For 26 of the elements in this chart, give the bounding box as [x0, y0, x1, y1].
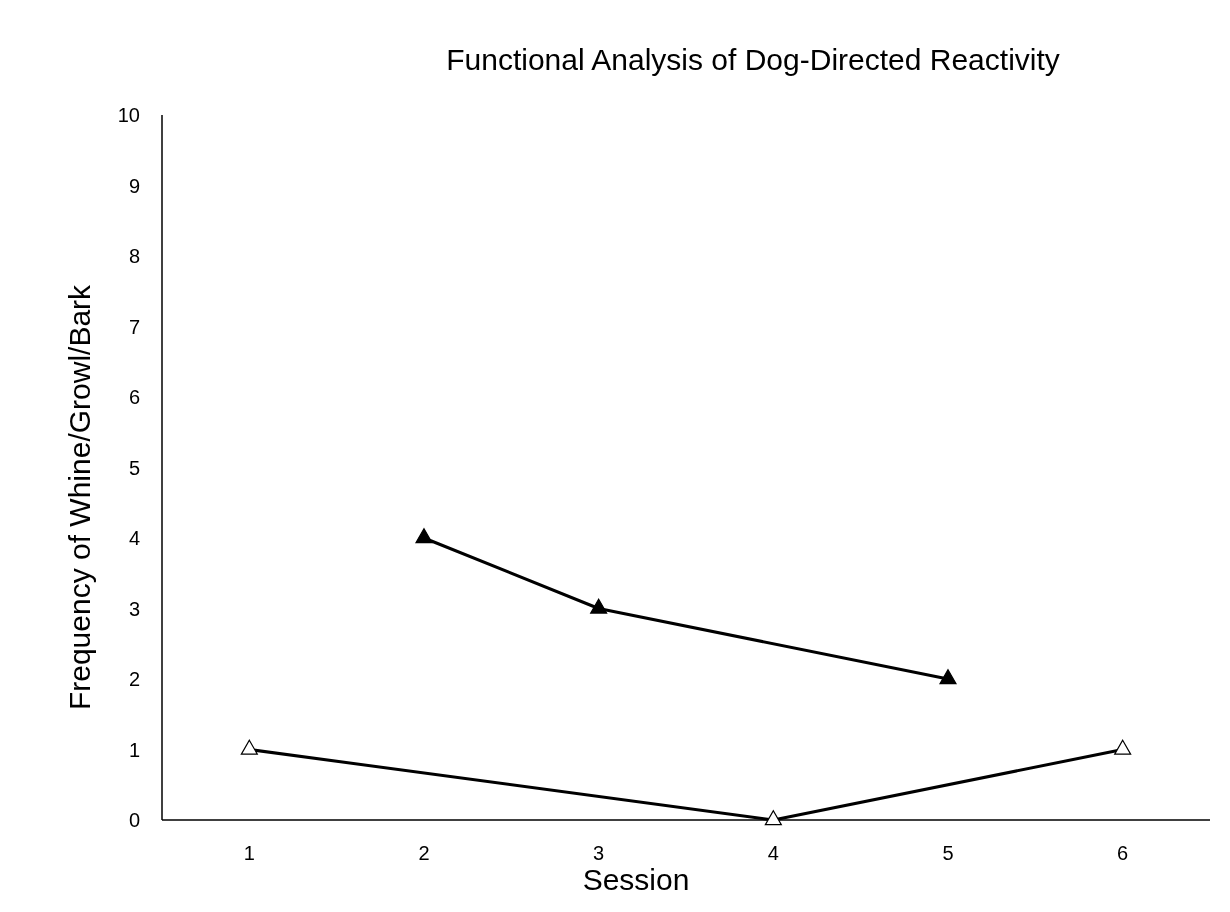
y-tick-label: 2	[128, 668, 140, 690]
point	[1114, 739, 1132, 755]
x-tick-label: 5	[942, 842, 954, 864]
y-tick-label: 7	[128, 315, 140, 338]
y-tick-label: 5	[128, 456, 140, 479]
y-tick-label: 9	[128, 174, 140, 197]
x-axis-title: Session	[582, 863, 690, 896]
point	[415, 528, 433, 544]
point	[240, 739, 258, 755]
point	[590, 598, 608, 614]
y-axis-title: Frequency of Whine/Growl/Bark	[63, 283, 96, 711]
y-tick-label: 4	[128, 527, 140, 549]
point	[939, 669, 957, 685]
y-tick-label: 0	[128, 809, 140, 831]
x-tick-label: 3	[593, 842, 605, 864]
x-tick-label: 2	[418, 842, 430, 864]
chart-title: Functional Analysis of Dog-Directed Reactivity	[446, 43, 1060, 76]
x-tick-label: 6	[1117, 842, 1129, 864]
y-tick-label: 8	[128, 245, 140, 267]
y-tick-label: 10	[117, 104, 140, 126]
x-tick-label: 1	[243, 842, 255, 864]
y-tick-label: 1	[128, 738, 140, 761]
y-tick-label: 3	[128, 597, 140, 620]
x-tick-label: 4	[767, 842, 779, 864]
point	[764, 810, 782, 826]
y-tick-label: 6	[128, 386, 140, 408]
